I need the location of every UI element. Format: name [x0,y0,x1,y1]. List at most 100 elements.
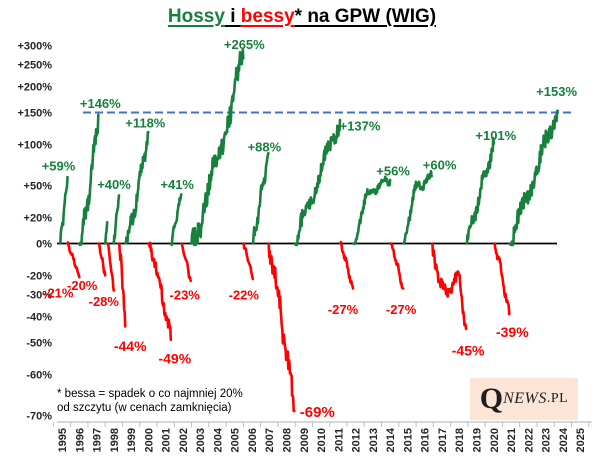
series-bull-runup [169,193,183,247]
x-tick-label: 2002 [178,428,190,452]
y-tick-label: +250% [17,59,52,71]
x-tick-label: 2005 [230,428,242,452]
series-bull-runup [78,113,100,247]
y-tick-label: -70% [26,411,52,423]
x-tick-label: 1995 [57,428,69,452]
footnote: * bessa = spadek o co najmniej 20% od sz… [57,387,243,415]
x-tick-label: 1998 [109,428,121,452]
series-bear-drawdown [389,242,405,290]
y-tick-label: +150% [17,107,52,119]
x-tick-label: 2023 [541,428,553,452]
series-value-label: +265% [224,37,265,52]
series-value-label: -22% [229,287,260,302]
x-tick-label: 2001 [161,428,173,452]
x-tick-label: 2018 [454,428,466,452]
title-asterisk: * [294,6,303,27]
chart-title: Hossy i bessy* na GPW (WIG) [0,6,604,28]
series-bull-runup [352,175,392,246]
y-tick-label: +20% [24,212,53,224]
series-bear-drawdown [431,242,468,331]
series-value-label: -27% [328,302,359,317]
y-tick-label: -20% [26,270,52,282]
x-tick-label: 2000 [143,428,155,452]
series-bear-drawdown [267,242,296,413]
series-value-label: -20% [67,278,98,293]
y-tick-label: +200% [17,81,52,93]
logo-news: NEWS [503,390,547,407]
series-value-label: +88% [248,140,282,155]
series-value-label: +101% [475,128,516,143]
footnote-line-2: od szczytu (w cenach zamknięcia) [57,402,232,414]
series-bull-runup [59,175,69,245]
y-tick-label: +300% [17,40,52,52]
series-bull-runup [402,169,433,245]
x-tick-label: 1999 [126,428,138,452]
series-bear-drawdown [339,240,355,290]
series-value-label: +146% [80,96,121,111]
logo-q: Q [479,382,504,415]
series-value-label: +56% [376,163,410,178]
series-value-label: +153% [536,84,577,99]
series-bear-drawdown [97,242,107,277]
x-tick-label: 2016 [420,428,432,452]
x-tick-label: 2015 [402,428,414,452]
x-tick-label: 2004 [212,427,224,452]
y-tick-label: 0% [36,239,52,251]
series-bull-runup [190,48,245,247]
y-tick-label: -50% [26,338,52,350]
series-bear-drawdown [242,242,255,281]
series-bull-runup [465,137,496,245]
x-tick-label: 2010 [316,428,328,452]
x-tick-label: 2012 [351,428,363,452]
series-value-label: -21% [43,286,74,301]
series-value-label: -69% [300,404,335,421]
x-tick-label: 2019 [471,428,483,452]
title-word-hossy: Hossy [167,6,225,27]
logo-pl: .PL [546,391,569,406]
series-bear-drawdown [66,241,81,279]
x-tick-label: 2008 [282,428,294,452]
series-value-label: -44% [114,338,147,354]
series-value-label: +40% [97,177,131,192]
x-tick-label: 2011 [333,428,345,452]
series-value-label: -28% [89,294,120,309]
series-bear-drawdown [180,242,192,283]
footnote-line-1: * bessa = spadek o co najmniej 20% [57,388,243,400]
series-bull-runup [124,130,150,245]
title-word-bessy: bessy [240,6,295,27]
series-bear-drawdown [147,241,173,342]
x-tick-label: 1997 [92,428,104,452]
series-bull-runup [508,109,559,247]
x-tick-label: 2024 [558,427,570,452]
x-tick-label: 2007 [264,428,276,452]
series-value-label: +60% [423,158,457,173]
series-value-label: +137% [340,119,381,134]
series-value-label: -39% [496,324,529,340]
x-tick-label: 2014 [385,427,397,452]
series-value-label: -23% [170,287,201,302]
x-tick-label: 2025 [575,428,587,452]
x-tick-label: 2009 [299,428,311,452]
series-bull-runup [293,118,342,247]
series-bull-runup [251,151,270,245]
series-value-label: +59% [42,159,76,174]
series-bear-drawdown [118,242,127,328]
y-tick-label: -40% [26,312,52,324]
series-value-label: +118% [125,116,166,131]
series-value-label: +41% [160,177,194,192]
x-tick-label: 2003 [195,428,207,452]
series-value-label: -49% [158,351,191,367]
x-tick-label: 2006 [247,428,259,452]
title-word-i: i [224,6,241,27]
y-tick-label: -30% [26,290,52,302]
series-bear-drawdown [493,242,511,316]
title-word-rest: na GPW (WIG) [302,6,437,27]
series-value-label: -45% [452,343,485,359]
x-tick-label: 2021 [506,428,518,452]
y-tick-label: +50% [24,181,53,193]
x-tick-label: 2017 [437,428,449,452]
series-bear-drawdown [106,242,116,292]
qnews-logo: Q NEWS .PL [470,378,578,420]
x-tick-label: 2020 [489,428,501,452]
